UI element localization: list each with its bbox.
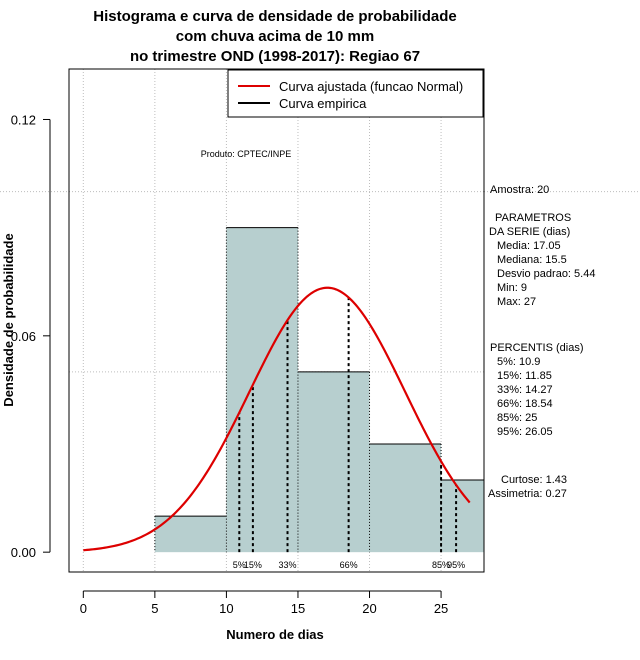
y-tick-label: 0.00 bbox=[11, 545, 36, 560]
stat-skewness: Assimetria: 0.27 bbox=[488, 488, 567, 500]
stat-p85: 85%: 25 bbox=[497, 412, 537, 424]
histogram-bar bbox=[154, 516, 227, 553]
x-tick-label: 0 bbox=[80, 601, 87, 616]
x-tick-label: 25 bbox=[434, 601, 448, 616]
stat-p5: 5%: 10.9 bbox=[497, 356, 540, 368]
percentile-label: 33% bbox=[279, 560, 297, 570]
bars-layer bbox=[154, 227, 484, 553]
percentile-label: 66% bbox=[340, 560, 358, 570]
y-tick-label: 0.06 bbox=[11, 329, 36, 344]
histogram-bar bbox=[441, 480, 484, 553]
stat-params-heading: PARAMETROS bbox=[495, 212, 571, 224]
legend: Curva ajustada (funcao Normal) Curva emp… bbox=[227, 69, 484, 118]
x-tick-label: 15 bbox=[291, 601, 305, 616]
stat-sample: Amostra: 20 bbox=[490, 184, 549, 196]
x-tick-label: 10 bbox=[219, 601, 233, 616]
stat-mean: Media: 17.05 bbox=[497, 240, 561, 252]
normal-fit-curve bbox=[83, 286, 471, 552]
x-tick-label: 5 bbox=[151, 601, 158, 616]
stat-min: Min: 9 bbox=[497, 282, 527, 294]
stat-max: Max: 27 bbox=[497, 296, 536, 308]
axes-layer: 0 5 10 15 20 25 0.00 0.06 0.12 bbox=[11, 112, 449, 616]
percentile-lines-layer: 5%15% 33% 66% 85%95% bbox=[233, 297, 465, 570]
percentile-label: 95% bbox=[447, 560, 465, 570]
stat-p33: 33%: 14.27 bbox=[497, 384, 553, 396]
legend-box bbox=[227, 69, 484, 118]
stat-sd: Desvio padrao: 5.44 bbox=[497, 268, 595, 280]
curve-layer bbox=[83, 286, 471, 552]
source-note: Produto: CPTEC/INPE bbox=[201, 149, 292, 159]
percentile-label: 85% bbox=[432, 560, 450, 570]
chart-title-line-2: com chuva acima de 10 mm bbox=[176, 28, 374, 45]
stat-median: Mediana: 15.5 bbox=[497, 254, 567, 266]
stat-p15: 15%: 11.85 bbox=[497, 370, 552, 382]
legend-label-normal: Curva ajustada (funcao Normal) bbox=[279, 79, 463, 94]
histogram-bar bbox=[297, 371, 370, 553]
histogram-bar bbox=[369, 443, 442, 553]
x-axis-title: Numero de dias bbox=[226, 627, 324, 642]
y-tick-label: 0.12 bbox=[11, 112, 36, 127]
y-axis-title: Densidade de probabilidade bbox=[1, 233, 16, 406]
stat-p66: 66%: 18.54 bbox=[497, 398, 553, 410]
percentile-label: 5% bbox=[233, 560, 246, 570]
legend-label-empirical: Curva empirica bbox=[279, 96, 367, 111]
percentile-label: 15% bbox=[244, 560, 262, 570]
stat-percentiles-heading: PERCENTIS (dias) bbox=[490, 342, 584, 354]
statistics-panel: Amostra: 20 PARAMETROS DA SERIE (dias) M… bbox=[488, 184, 595, 500]
stat-p95: 95%: 26.05 bbox=[497, 426, 553, 438]
x-tick-label: 20 bbox=[362, 601, 376, 616]
stat-kurtosis: Curtose: 1.43 bbox=[501, 474, 567, 486]
stat-params-subheading: DA SERIE (dias) bbox=[489, 226, 570, 238]
chart-title-line-3: no trimestre OND (1998-2017): Regiao 67 bbox=[130, 48, 420, 65]
chart-title-line-1: Histograma e curva de densidade de proba… bbox=[93, 8, 456, 25]
plot-frame bbox=[68, 68, 485, 573]
